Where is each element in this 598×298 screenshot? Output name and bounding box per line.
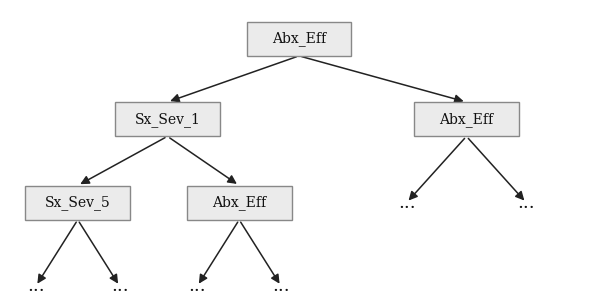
Text: ...: ... xyxy=(111,277,129,295)
Text: Abx_Eff: Abx_Eff xyxy=(272,31,326,46)
FancyBboxPatch shape xyxy=(414,102,518,136)
FancyBboxPatch shape xyxy=(246,22,351,56)
Text: ...: ... xyxy=(272,277,290,295)
Text: Sx_Sev_5: Sx_Sev_5 xyxy=(45,195,111,210)
Text: ...: ... xyxy=(398,194,416,212)
Text: Sx_Sev_1: Sx_Sev_1 xyxy=(135,112,200,127)
FancyBboxPatch shape xyxy=(26,185,130,220)
Text: Abx_Eff: Abx_Eff xyxy=(440,112,493,127)
Text: ...: ... xyxy=(27,277,45,295)
Text: ...: ... xyxy=(517,194,535,212)
FancyBboxPatch shape xyxy=(187,185,291,220)
Text: ...: ... xyxy=(188,277,206,295)
FancyBboxPatch shape xyxy=(115,102,220,136)
Text: Abx_Eff: Abx_Eff xyxy=(212,195,266,210)
